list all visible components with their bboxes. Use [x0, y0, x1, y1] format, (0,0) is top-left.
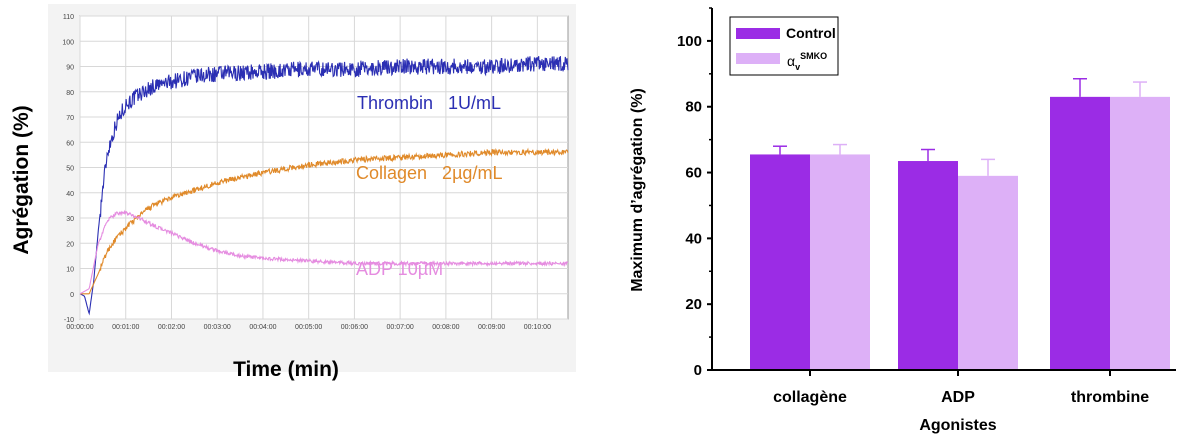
- line-chart-x-axis-label: Time (min): [233, 358, 339, 381]
- bar-collagène-1: [810, 154, 870, 370]
- line-series-label: Collagen 2µg/mL: [356, 163, 502, 183]
- line-chart-y-tick-label: 20: [66, 241, 74, 248]
- line-chart-x-tick-label: 00:10:00: [524, 324, 551, 331]
- line-series-label: Thrombin 1U/mL: [357, 93, 501, 113]
- legend-label-control: Control: [786, 25, 836, 41]
- bar-chart-y-tick-label: 40: [685, 230, 702, 247]
- line-chart-y-tick-label: 70: [66, 115, 74, 122]
- line-chart-x-tick-label: 00:02:00: [158, 324, 185, 331]
- line-chart-y-tick-label: 40: [66, 191, 74, 198]
- line-chart-y-tick-label: -10: [64, 317, 74, 324]
- bar-chart-x-tick-label: thrombine: [1071, 389, 1149, 406]
- bar-chart-y-tick-label: 80: [685, 99, 702, 116]
- line-chart-x-tick-label: 00:04:00: [249, 324, 276, 331]
- legend-swatch-smko: [736, 53, 780, 64]
- legend-swatch-control: [736, 28, 780, 39]
- line-chart-y-axis-label: Agrégation (%): [10, 105, 34, 254]
- line-series-label: ADP 10µM: [356, 259, 443, 279]
- line-chart-y-tick-label: 50: [66, 166, 74, 173]
- line-chart-x-tick-label: 00:01:00: [112, 324, 139, 331]
- bar-chart-y-tick-label: 20: [685, 296, 702, 313]
- bar-thrombine-1: [1110, 97, 1170, 370]
- line-chart-y-tick-label: 0: [70, 292, 74, 299]
- line-chart-y-tick-label: 100: [62, 39, 74, 46]
- bar-chart-x-tick-label: ADP: [941, 389, 975, 406]
- bar-chart-x-axis-label: Agonistes: [919, 417, 996, 434]
- line-chart-y-tick-label: 10: [66, 267, 74, 274]
- line-chart-x-tick-label: 00:08:00: [432, 324, 459, 331]
- line-chart-y-tick-label: 60: [66, 140, 74, 147]
- bar-ADP-1: [958, 176, 1018, 370]
- line-chart-y-tick-label: 30: [66, 216, 74, 223]
- bar-chart-x-tick-label: collagène: [773, 389, 847, 406]
- line-chart-x-tick-label: 00:05:00: [295, 324, 322, 331]
- bar-chart-y-tick-label: 100: [677, 33, 702, 50]
- bar-chart-y-tick-label: 0: [694, 362, 702, 379]
- line-chart-x-tick-label: 00:03:00: [204, 324, 231, 331]
- bar-ADP-0: [898, 161, 958, 370]
- bar-chart-y-axis-label: Maximum d’agrégation (%): [629, 88, 647, 292]
- bar-collagène-0: [750, 154, 810, 370]
- line-chart-y-tick-label: 90: [66, 65, 74, 72]
- line-chart-x-tick-label: 00:07:00: [387, 324, 414, 331]
- line-chart-x-tick-label: 00:09:00: [478, 324, 505, 331]
- bar-chart-y-tick-label: 60: [685, 165, 702, 182]
- line-chart-x-tick-label: 00:00:00: [66, 324, 93, 331]
- line-chart-y-tick-label: 80: [66, 90, 74, 97]
- line-chart-y-tick-label: 110: [63, 14, 74, 21]
- bar-thrombine-0: [1050, 97, 1110, 370]
- line-chart-x-tick-label: 00:06:00: [341, 324, 368, 331]
